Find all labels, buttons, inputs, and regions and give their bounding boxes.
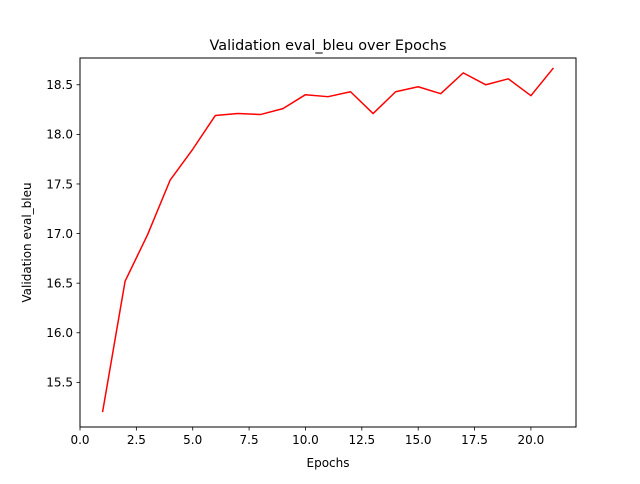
x-axis-ticks: 0.0 2.5 5.0 7.5 10.0 12.5 15.0 17.5 20.0: [70, 427, 544, 447]
data-point: [553, 67, 555, 69]
axes-frame: [79, 57, 577, 428]
data-point: [260, 114, 262, 116]
series-layer: [101, 67, 555, 413]
data-point: [508, 78, 510, 80]
data-point: [350, 91, 352, 93]
data-point: [102, 411, 104, 413]
data-point: [440, 93, 442, 95]
data-point: [215, 115, 217, 117]
y-tick-label: 18.5: [46, 78, 73, 92]
data-point: [327, 96, 329, 98]
chart-title: Validation eval_bleu over Epochs: [210, 38, 447, 54]
y-axis-ticks: 15.5 16.0 16.5 17.0 17.5 18.0 18.5: [46, 78, 80, 390]
x-tick-label: 5.0: [183, 433, 202, 447]
x-axis-label: Epochs: [307, 456, 350, 470]
data-point: [372, 113, 374, 115]
y-tick-label: 17.5: [46, 177, 73, 191]
x-tick-label: 15.0: [405, 433, 432, 447]
y-axis-label: Validation eval_bleu: [20, 182, 34, 302]
data-point: [192, 149, 194, 151]
x-tick-label: 20.0: [518, 433, 545, 447]
data-point: [124, 280, 126, 282]
x-tick-label: 0.0: [70, 433, 89, 447]
x-tick-label: 7.5: [240, 433, 259, 447]
data-point: [305, 94, 307, 96]
data-point: [237, 113, 239, 115]
x-tick-label: 12.5: [348, 433, 375, 447]
y-tick-label: 17.0: [46, 227, 73, 241]
data-point: [485, 84, 487, 86]
data-point: [463, 72, 465, 74]
data-point: [395, 91, 397, 93]
y-tick-label: 15.5: [46, 376, 73, 390]
data-point: [282, 108, 284, 110]
data-point: [417, 86, 419, 88]
data-point: [530, 95, 532, 97]
y-tick-label: 18.0: [46, 128, 73, 142]
series-line: [101, 67, 555, 413]
y-tick-label: 16.5: [46, 276, 73, 290]
x-tick-label: 17.5: [461, 433, 488, 447]
x-tick-label: 10.0: [292, 433, 319, 447]
y-tick-label: 16.0: [46, 326, 73, 340]
data-point: [169, 179, 171, 181]
data-point: [147, 234, 149, 236]
x-tick-label: 2.5: [127, 433, 146, 447]
